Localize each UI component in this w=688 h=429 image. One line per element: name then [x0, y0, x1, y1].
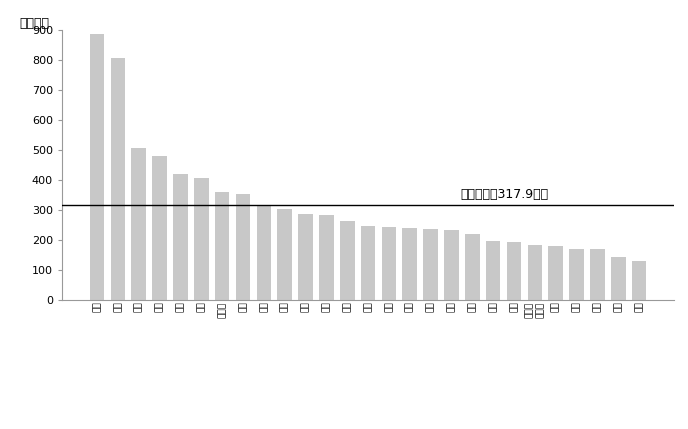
Bar [340, 221, 354, 300]
Bar [277, 209, 292, 300]
Bar [465, 234, 480, 300]
Bar [319, 215, 334, 300]
Bar [173, 174, 188, 300]
Bar [402, 228, 417, 300]
Bar [257, 206, 271, 300]
Bar [131, 148, 146, 300]
Text: 全国平均：317.9万元: 全国平均：317.9万元 [460, 188, 548, 201]
Bar [236, 194, 250, 300]
Bar [507, 242, 522, 300]
Text: （万元）: （万元） [19, 17, 49, 30]
Bar [382, 227, 396, 300]
Bar [423, 230, 438, 300]
Bar [89, 34, 105, 300]
Bar [152, 156, 167, 300]
Bar [486, 241, 500, 300]
Bar [298, 214, 313, 300]
Bar [111, 58, 125, 300]
Bar [632, 261, 647, 300]
Bar [444, 230, 459, 300]
Bar [590, 249, 605, 300]
Bar [528, 245, 542, 300]
Bar [569, 249, 584, 300]
Bar [215, 192, 229, 300]
Bar [361, 226, 376, 300]
Bar [194, 178, 208, 300]
Bar [548, 246, 563, 300]
Bar [611, 257, 625, 300]
